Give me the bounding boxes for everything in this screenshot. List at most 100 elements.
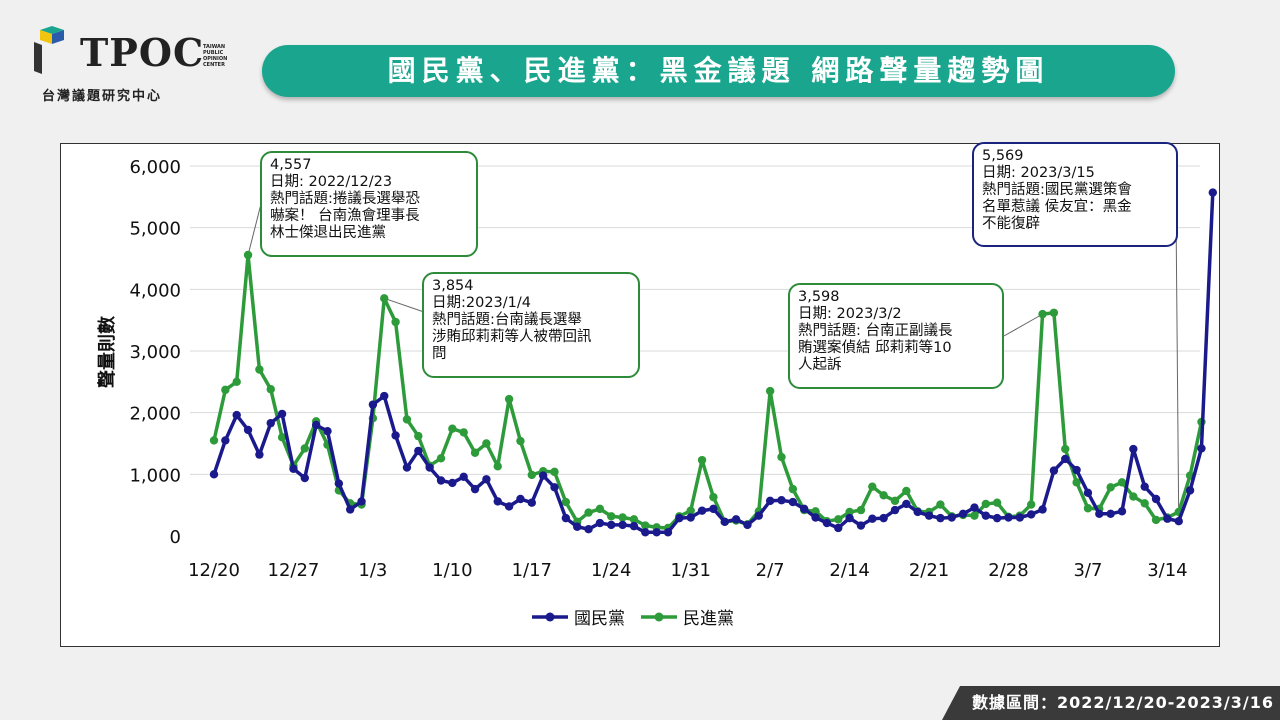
data-point: [1151, 515, 1161, 525]
data-point: [1095, 509, 1104, 518]
data-point: [641, 521, 650, 530]
data-point: [958, 509, 968, 518]
data-point: [1197, 444, 1206, 453]
data-point: [1038, 309, 1047, 319]
data-point: [1140, 482, 1149, 491]
data-point: [675, 513, 684, 523]
data-point: [856, 521, 866, 530]
data-point: [777, 452, 786, 462]
data-point: [595, 518, 605, 528]
data-point: [414, 431, 423, 441]
data-point: [380, 391, 389, 401]
data-point: [277, 409, 287, 419]
data-point: [1083, 504, 1093, 513]
data-point: [981, 499, 990, 509]
callout-dpp-1223: 4,557 日期: 2022/12/23 熱門話題:捲議長選舉恐 嚇案！ 台南漁…: [260, 151, 478, 257]
data-point: [459, 472, 468, 481]
data-point: [607, 520, 616, 530]
x-tick-label: 1/17: [512, 560, 552, 581]
data-point: [641, 528, 650, 537]
data-point: [255, 450, 264, 459]
data-point: [618, 520, 627, 530]
y-tick-label: 5,000: [129, 219, 181, 240]
data-point: [1061, 454, 1070, 464]
data-point: [981, 511, 990, 520]
data-point: [992, 498, 1002, 507]
data-point: [243, 250, 253, 260]
data-point: [1163, 514, 1172, 523]
data-point: [402, 415, 412, 424]
data-point: [1174, 517, 1183, 526]
data-point: [243, 425, 253, 435]
data-point: [493, 497, 502, 506]
annotation-leader: [1003, 313, 1043, 337]
data-point: [765, 496, 775, 506]
data-point: [1151, 494, 1161, 504]
data-point: [561, 513, 571, 523]
data-point: [1038, 505, 1047, 514]
data-point: [436, 476, 446, 485]
tpoc-logo: TPOC TAIWAN PUBLIC OPINION CENTER 台灣議題研究…: [30, 22, 230, 104]
y-tick-label: 6,000: [129, 157, 181, 178]
data-point: [482, 439, 491, 448]
series-kmt: [209, 188, 1218, 537]
data-point: [448, 424, 457, 433]
data-point: [890, 505, 900, 515]
data-point: [300, 473, 309, 483]
data-point: [743, 520, 752, 530]
data-point: [663, 528, 673, 537]
data-point: [1027, 510, 1036, 519]
data-point: [1129, 444, 1138, 454]
data-point: [1072, 465, 1081, 475]
data-point: [765, 386, 775, 396]
data-point: [527, 470, 536, 480]
x-tick-label: 3/7: [1073, 560, 1102, 581]
data-point: [232, 410, 241, 420]
data-point: [879, 491, 888, 500]
data-point: [992, 513, 1002, 523]
data-point: [913, 507, 922, 517]
x-tick-label: 2/7: [756, 560, 785, 581]
series-dpp: [209, 250, 1206, 533]
data-point: [346, 505, 355, 514]
logo-side-text: TAIWAN PUBLIC OPINION CENTER: [203, 44, 228, 68]
data-point: [436, 454, 446, 463]
data-point: [266, 418, 275, 428]
data-point: [629, 521, 639, 531]
data-point: [936, 500, 945, 509]
legend-kmt-marker-icon: [532, 612, 568, 621]
data-point: [482, 475, 491, 484]
data-point: [334, 479, 344, 488]
data-point: [1106, 483, 1115, 492]
data-point: [573, 522, 582, 531]
data-point: [561, 497, 571, 507]
data-point: [504, 394, 514, 404]
data-point: [629, 515, 639, 524]
data-point: [902, 499, 911, 509]
data-point: [584, 525, 593, 534]
y-tick-label: 1,000: [129, 465, 181, 486]
data-point: [652, 528, 661, 537]
data-point: [470, 448, 480, 457]
series-line: [212, 253, 1204, 530]
x-tick-label: 2/14: [829, 560, 869, 581]
data-point: [391, 431, 400, 440]
data-point: [1117, 478, 1127, 487]
x-tick-label: 1/24: [591, 560, 631, 581]
data-point: [697, 506, 707, 515]
data-point: [709, 492, 718, 502]
y-tick-label: 4,000: [129, 280, 181, 301]
data-point: [357, 497, 366, 506]
data-point: [834, 523, 843, 533]
data-point: [924, 511, 934, 520]
data-point: [368, 400, 378, 409]
callout-kmt-0315: 5,569 日期: 2023/3/15 熱門話題:國民黨選策會 名單惹議 侯友宜…: [972, 142, 1178, 247]
data-point: [550, 467, 559, 477]
logo-text: TPOC: [80, 30, 205, 75]
data-point: [1117, 507, 1127, 516]
legend-dpp-label: 民進黨: [683, 609, 734, 629]
data-point: [686, 506, 695, 515]
data-point: [402, 463, 412, 472]
data-point: [811, 507, 820, 516]
